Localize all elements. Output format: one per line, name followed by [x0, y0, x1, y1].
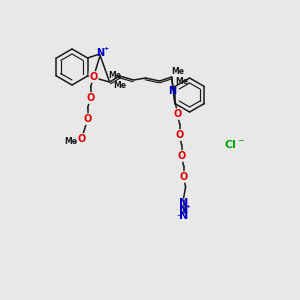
Text: O: O — [178, 151, 186, 161]
Text: N: N — [179, 198, 188, 208]
Text: O: O — [77, 134, 86, 144]
Text: O: O — [176, 130, 184, 140]
Text: N: N — [97, 48, 105, 58]
Text: Me: Me — [171, 67, 184, 76]
Text: Me: Me — [175, 76, 188, 85]
Text: Me: Me — [113, 80, 126, 89]
Text: −: − — [177, 213, 182, 219]
Text: −: − — [238, 136, 244, 146]
Text: N: N — [179, 211, 188, 221]
Text: Cl: Cl — [224, 140, 236, 150]
Text: O: O — [83, 114, 92, 124]
Text: O: O — [179, 172, 188, 182]
Text: +: + — [103, 46, 108, 52]
Text: O: O — [173, 109, 182, 119]
Text: N: N — [169, 86, 177, 96]
Text: N: N — [179, 205, 188, 215]
Text: O: O — [86, 93, 95, 103]
Text: O: O — [89, 72, 98, 82]
Text: +: + — [185, 205, 190, 209]
Text: Me: Me — [108, 70, 121, 80]
Text: Me: Me — [64, 137, 77, 146]
